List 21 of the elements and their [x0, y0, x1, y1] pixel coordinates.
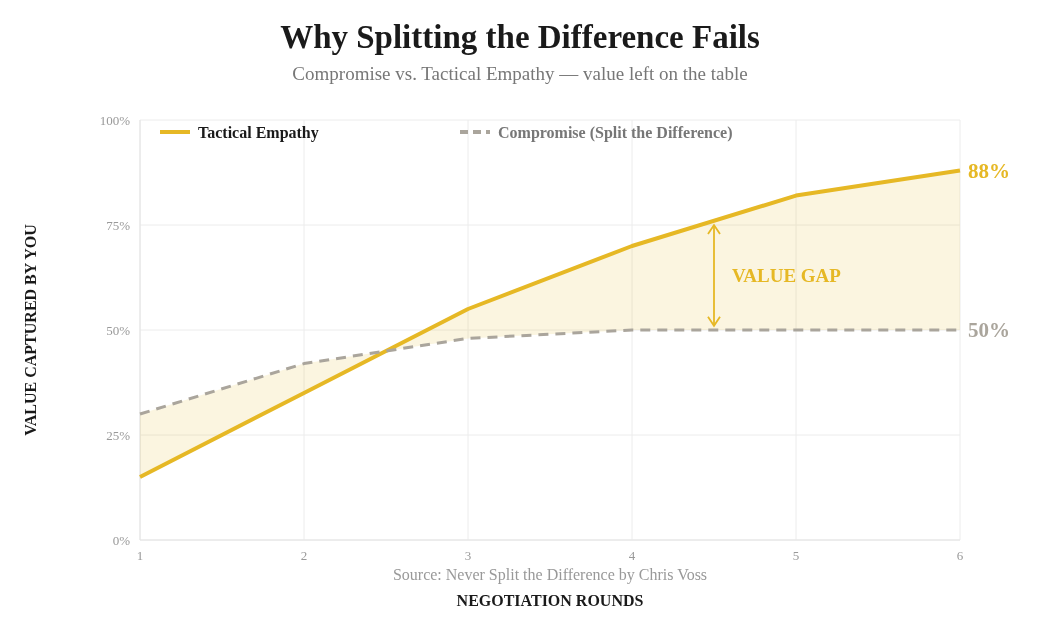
y-tick-label: 75%: [106, 217, 131, 233]
x-tick-label: 5: [792, 548, 800, 563]
y-tick-label: 50%: [106, 322, 131, 338]
y-tick-label: 25%: [106, 427, 131, 443]
x-tick-label: 6: [956, 548, 964, 563]
x-tick-label: 1: [136, 548, 144, 563]
data-label: 88%: [968, 158, 1010, 183]
y-tick-label: 100%: [99, 112, 131, 128]
legend-label: Compromise (Split the Difference): [498, 123, 733, 142]
data-label: 50%: [968, 318, 1010, 343]
x-axis-title: NEGOTIATION ROUNDS: [456, 592, 644, 609]
y-tick-label: 0%: [112, 532, 131, 548]
source-note: Source: Never Split the Difference by Chris Voss: [392, 566, 708, 584]
y-axis-title: VALUE CAPTURED BY YOU: [22, 223, 39, 436]
chart-title: Why Splitting the Difference Fails: [280, 19, 760, 55]
x-tick-label: 3: [464, 548, 472, 563]
x-tick-label: 2: [300, 548, 308, 563]
legend-label: Tactical Empathy: [198, 123, 319, 142]
x-tick-label: 4: [628, 548, 636, 563]
annotation: VALUE GAP: [732, 265, 842, 287]
chart-subtitle: Compromise vs. Tactical Empathy — value left on the table: [292, 63, 748, 84]
